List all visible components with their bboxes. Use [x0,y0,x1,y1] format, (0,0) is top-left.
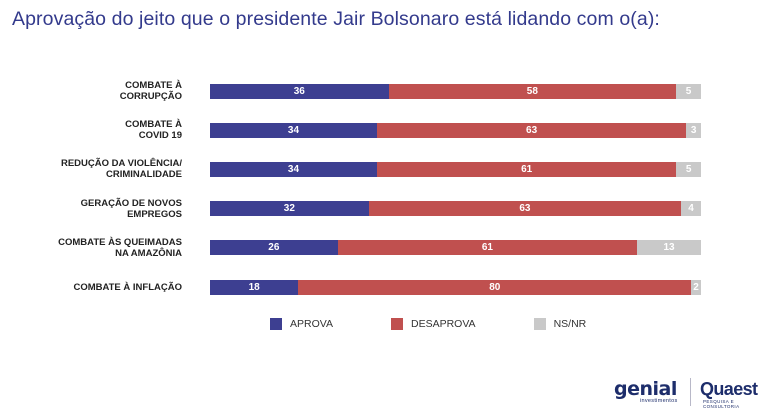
category-label-line: COMBATE ÀS QUEIMADAS [58,236,182,248]
bar-nsnr: 4 [681,201,701,217]
logo-divider [690,378,691,406]
category-label: COMBATE À INFLAÇÃO [12,282,182,293]
data-label: 3 [690,124,697,136]
legend-swatch [390,318,403,330]
category-label-line: EMPREGOS [127,208,182,220]
category-label-line: COMBATE À [125,119,182,131]
bar-aprova: 34 [210,161,377,177]
data-label: 61 [481,242,493,254]
bar-desaprova: 63 [368,201,682,217]
data-label: 13 [663,242,675,254]
bar-desaprova: 61 [376,161,677,177]
legend-swatch [270,318,282,330]
data-label: 63 [526,124,538,136]
bar-aprova: 18 [210,279,299,295]
bar-desaprova: 80 [298,279,692,295]
legend-item: NS/NR [533,318,587,330]
quaest-logo-subtitle: PESQUISA E CONSULTORIA [703,399,740,409]
bar-aprova: 26 [210,240,338,256]
legend-label: DESAPROVA [410,318,476,330]
data-label: 34 [287,163,300,175]
category-label-line: CRIMINALIDADE [106,169,182,181]
legend-item: APROVA [270,318,333,330]
category-label-line: COMBATE À [125,80,182,91]
category-label-line: REDUÇÃO DA VIOLÊNCIA/ [60,158,182,170]
bar-desaprova: 61 [337,240,638,256]
legend-swatch [533,318,546,330]
category-label: COMBATE À CORRUPÇÃO [12,80,182,102]
genial-logo: genial [614,378,677,400]
data-label: 61 [521,163,533,175]
legend-item: DESAPROVA [390,318,476,330]
data-label: 34 [287,124,300,136]
data-label: 4 [688,203,694,215]
data-label: 58 [526,85,538,97]
category-label-line: CORRUPÇÃO [119,91,182,102]
chart-title: Aprovação do jeito que o presidente Jair… [12,8,660,30]
bar-nsnr: 2 [691,279,701,295]
bar-desaprova: 58 [388,83,677,99]
legend-label: APROVA [290,318,333,330]
category-label: REDUÇÃO DA VIOLÊNCIA/CRIMINALIDADE [12,158,182,180]
data-label: 5 [685,85,692,97]
bar-nsnr: 13 [637,240,701,256]
data-label: 5 [685,163,692,175]
data-label: 80 [489,281,501,293]
category-label: GERAÇÃO DE NOVOS EMPREGOS [12,198,182,220]
genial-logo-subtitle: investimentos [640,398,678,404]
data-label: 63 [519,203,531,215]
data-label: 36 [293,85,305,97]
bar-desaprova: 63 [376,122,687,138]
quaest-logo: Quaest [700,379,758,399]
bar-aprova: 32 [210,201,369,217]
category-label-line: COMBATE À INFLAÇÃO [73,281,182,293]
data-label: 32 [283,203,295,215]
bar-nsnr: 5 [676,83,701,99]
category-label: COMBATE À COVID 19 [12,119,182,141]
legend-label: NS/NR [553,318,587,330]
data-label: 26 [268,242,280,254]
category-label-line: NA AMAZÔNIA [115,247,182,259]
data-label: 2 [693,281,699,293]
category-label: COMBATE ÀS QUEIMADAS NA AMAZÔNIA [12,237,182,259]
bar-nsnr: 3 [686,122,701,138]
chart-legend: APROVA DESAPROVA NS/NR [270,318,644,330]
data-label: 18 [248,281,260,293]
bar-nsnr: 5 [676,161,701,177]
category-label-line: GERAÇÃO DE NOVOS [80,197,182,209]
bar-aprova: 34 [210,122,377,138]
bar-aprova: 36 [210,83,389,99]
category-label-line: COVID 19 [138,130,182,142]
